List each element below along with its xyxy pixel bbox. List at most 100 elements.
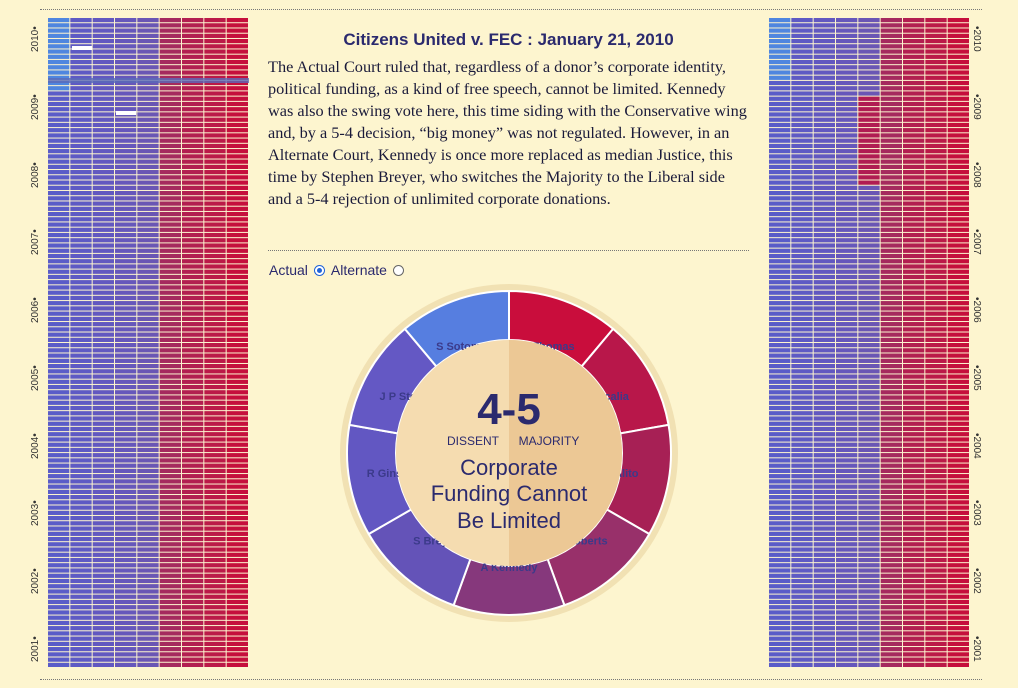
heatmap-cell[interactable] [204,374,226,379]
heatmap-cell[interactable] [880,363,902,369]
heatmap-cell[interactable] [903,238,925,243]
heatmap-cell[interactable] [70,138,92,143]
heatmap-cell[interactable] [92,49,114,54]
heatmap-cell[interactable] [159,59,181,65]
heatmap-cell[interactable] [48,615,70,620]
heatmap-cell[interactable] [226,416,248,421]
heatmap-cell[interactable] [858,615,880,620]
heatmap-cell[interactable] [947,515,969,521]
heatmap-cell[interactable] [791,468,813,474]
heatmap-cell[interactable] [769,264,791,269]
heatmap-cell[interactable] [115,301,137,306]
heatmap-cell[interactable] [226,217,248,222]
heatmap-cell[interactable] [92,421,114,426]
heatmap-cell[interactable] [70,552,92,557]
heatmap-cell[interactable] [182,358,204,363]
heatmap-cell[interactable] [70,426,92,432]
heatmap-cell[interactable] [159,521,181,526]
heatmap-cell[interactable] [159,631,181,636]
heatmap-cell[interactable] [769,112,791,117]
heatmap-cell[interactable] [159,107,181,112]
heatmap-cell[interactable] [858,599,880,605]
heatmap-cell[interactable] [204,96,226,101]
heatmap-cell[interactable] [115,33,137,38]
heatmap-cell[interactable] [769,348,791,353]
heatmap-cell[interactable] [813,322,835,327]
heatmap-cell[interactable] [137,626,159,631]
heatmap-cell[interactable] [858,584,880,589]
heatmap-cell[interactable] [70,159,92,164]
heatmap-cell[interactable] [858,327,880,332]
heatmap-cell[interactable] [204,54,226,59]
heatmap-cell[interactable] [791,243,813,248]
heatmap-cell[interactable] [947,248,969,253]
heatmap-cell[interactable] [204,589,226,594]
heatmap-cell[interactable] [925,495,947,500]
heatmap-cell[interactable] [813,400,835,405]
heatmap-cell[interactable] [92,557,114,563]
heatmap-cell[interactable] [182,521,204,526]
heatmap-cell[interactable] [182,353,204,358]
heatmap-cell[interactable] [813,280,835,285]
heatmap-cell[interactable] [48,369,70,374]
heatmap-cell[interactable] [115,128,137,133]
heatmap-cell[interactable] [903,479,925,484]
heatmap-cell[interactable] [858,269,880,274]
heatmap-cell[interactable] [204,500,226,505]
heatmap-cell[interactable] [48,515,70,521]
heatmap-cell[interactable] [813,458,835,463]
heatmap-cell[interactable] [925,107,947,112]
heatmap-cell[interactable] [137,631,159,636]
heatmap-cell[interactable] [903,285,925,290]
heatmap-cell[interactable] [182,390,204,395]
heatmap-cell[interactable] [159,269,181,274]
heatmap-cell[interactable] [925,641,947,647]
heatmap-cell[interactable] [836,400,858,405]
heatmap-cell[interactable] [836,80,858,86]
heatmap-cell[interactable] [836,211,858,217]
heatmap-cell[interactable] [159,290,181,295]
heatmap-cell[interactable] [836,337,858,342]
heatmap-cell[interactable] [92,253,114,259]
heatmap-cell[interactable] [182,138,204,143]
heatmap-cell[interactable] [769,190,791,196]
heatmap-cell[interactable] [769,421,791,426]
heatmap-cell[interactable] [48,290,70,295]
heatmap-cell[interactable] [115,379,137,384]
heatmap-cell[interactable] [115,453,137,458]
heatmap-cell[interactable] [137,510,159,515]
heatmap-cell[interactable] [137,458,159,463]
heatmap-cell[interactable] [182,96,204,101]
heatmap-cell[interactable] [880,594,902,599]
heatmap-cell[interactable] [858,154,880,159]
heatmap-cell[interactable] [813,269,835,274]
heatmap-cell[interactable] [92,615,114,620]
heatmap-cell[interactable] [903,201,925,206]
heatmap-cell[interactable] [70,232,92,238]
heatmap-cell[interactable] [858,248,880,253]
heatmap-cell[interactable] [836,573,858,578]
heatmap-cell[interactable] [159,117,181,122]
heatmap-cell[interactable] [813,453,835,458]
heatmap-cell[interactable] [137,348,159,353]
heatmap-cell[interactable] [769,453,791,458]
heatmap-cell[interactable] [858,264,880,269]
heatmap-cell[interactable] [769,259,791,264]
heatmap-cell[interactable] [903,379,925,384]
heatmap-cell[interactable] [925,112,947,117]
heatmap-cell[interactable] [791,426,813,432]
heatmap-cell[interactable] [791,101,813,107]
heatmap-cell[interactable] [159,510,181,515]
heatmap-cell[interactable] [858,96,880,101]
heatmap-cell[interactable] [70,185,92,190]
heatmap-cell[interactable] [226,107,248,112]
heatmap-cell[interactable] [925,437,947,442]
heatmap-cell[interactable] [903,227,925,232]
heatmap-cell[interactable] [204,453,226,458]
heatmap-cell[interactable] [48,474,70,479]
heatmap-cell[interactable] [204,117,226,122]
heatmap-cell[interactable] [858,337,880,342]
heatmap-cell[interactable] [92,348,114,353]
heatmap-cell[interactable] [115,28,137,33]
heatmap-cell[interactable] [115,306,137,311]
